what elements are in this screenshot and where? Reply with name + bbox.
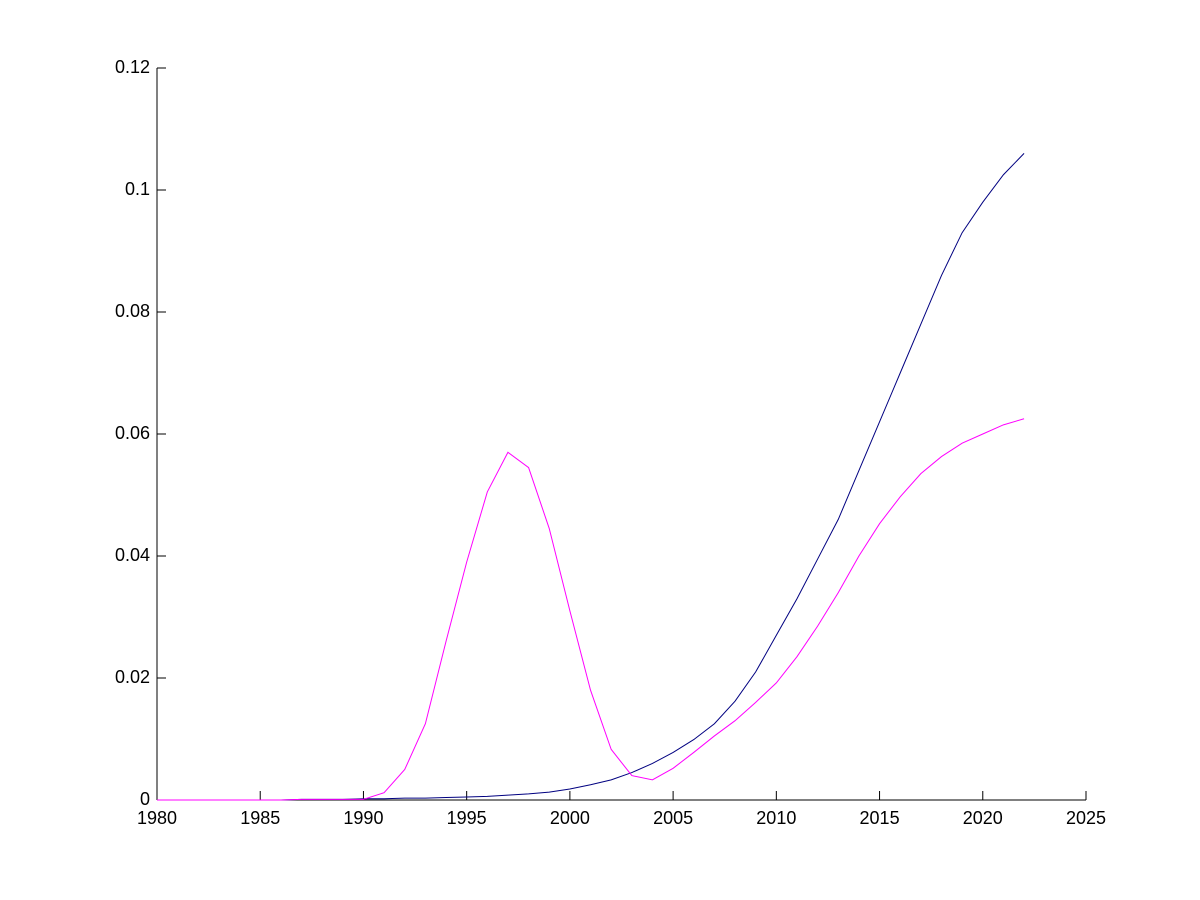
x-tick-label: 2000 [550,808,590,828]
x-tick-label: 2010 [756,808,796,828]
line-series [157,418,1025,801]
y-tick-label: 0.02 [115,667,150,687]
line-series [157,153,1025,801]
y-tick-label: 0 [140,789,150,809]
y-tick-label: 0.1 [125,179,150,199]
x-tick-label: 1980 [137,808,177,828]
y-tick-label: 0.06 [115,423,150,443]
x-tick-label: 2025 [1066,808,1106,828]
y-tick-label: 0.12 [115,57,150,77]
x-tick-label: 2015 [860,808,900,828]
x-tick-label: 1990 [343,808,383,828]
y-tick-label: 0.04 [115,545,150,565]
x-tick-label: 1995 [447,808,487,828]
x-tick-label: 2020 [963,808,1003,828]
y-tick-label: 0.08 [115,301,150,321]
x-tick-label: 2005 [653,808,693,828]
x-tick-label: 1985 [240,808,280,828]
